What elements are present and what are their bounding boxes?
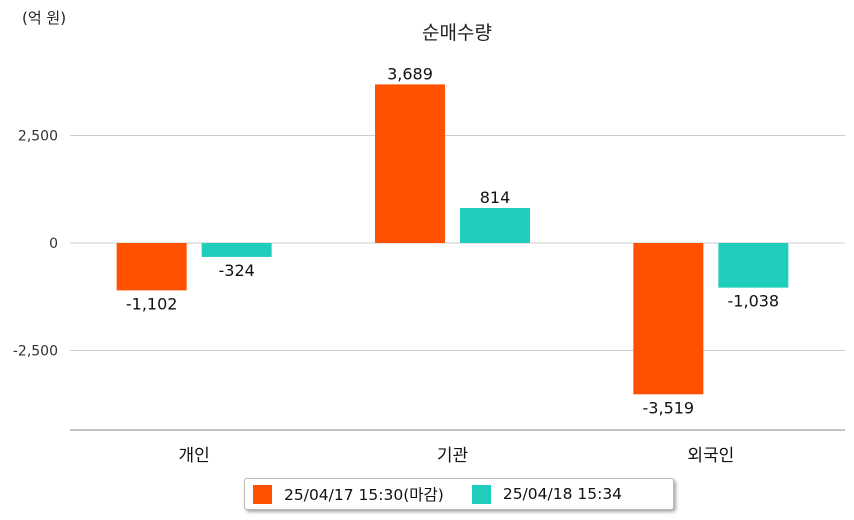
unit-label: (억 원) xyxy=(22,9,67,27)
x-tick-label: 외국인 xyxy=(687,446,734,466)
data-label: 814 xyxy=(480,188,511,207)
x-tick-label: 개인 xyxy=(179,446,210,466)
legend: 25/04/17 15:30(마감) 25/04/18 15:34 xyxy=(244,478,674,510)
chart-title: 순매수량 xyxy=(422,22,492,44)
legend-item-series-2[interactable]: 25/04/18 15:34 xyxy=(471,484,623,504)
x-tick-label: 기관 xyxy=(437,446,468,466)
bar-2 xyxy=(460,207,530,243)
data-label: -1,038 xyxy=(728,292,780,311)
legend-label-series-1: 25/04/17 15:30(마감) xyxy=(284,486,444,504)
data-label: 3,689 xyxy=(387,64,433,83)
legend-swatch-series-1 xyxy=(253,484,272,504)
bar-1 xyxy=(375,84,445,243)
y-tick-label: 2,500 xyxy=(18,129,58,145)
legend-label-series-2: 25/04/18 15:34 xyxy=(502,485,623,503)
legend-swatch-series-2 xyxy=(471,484,491,504)
data-label: -324 xyxy=(219,261,255,280)
legend-item-series-1[interactable]: 25/04/17 15:30(마감) xyxy=(253,483,444,505)
y-tick-label: 0 xyxy=(49,236,58,252)
bar-1 xyxy=(633,243,704,395)
data-label: -1,102 xyxy=(126,294,178,313)
y-tick-label: -2,500 xyxy=(13,344,58,360)
data-label: -3,519 xyxy=(643,398,695,417)
bar-2 xyxy=(201,243,272,257)
bar-2 xyxy=(718,243,789,288)
bar-1 xyxy=(116,243,187,291)
